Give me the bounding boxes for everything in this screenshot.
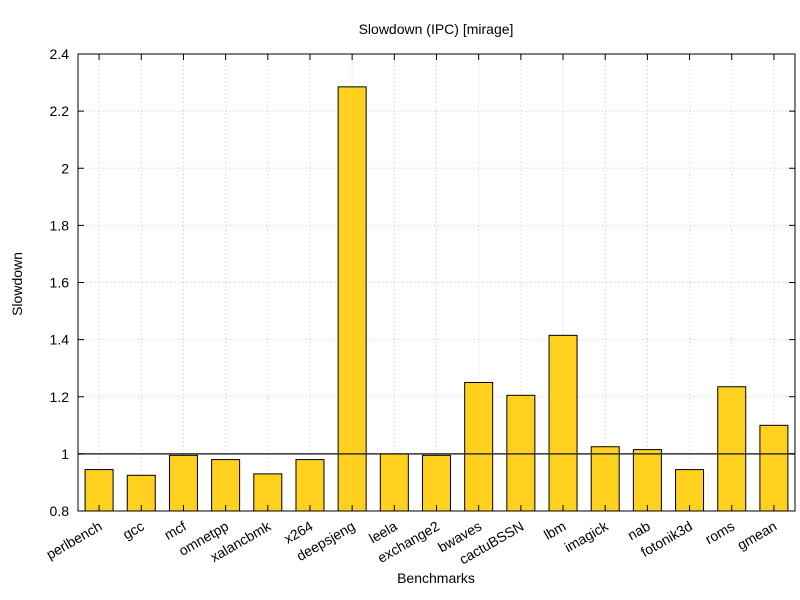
x-axis-title: Benchmarks — [397, 570, 475, 586]
y-tick-label: 2 — [61, 160, 69, 176]
y-tick-label: 1 — [61, 446, 69, 462]
x-tick-label: perlbench — [43, 518, 104, 563]
bar-xalancbmk — [253, 473, 283, 512]
bar-roms — [717, 386, 747, 512]
bar-deepsjeng — [337, 86, 367, 512]
bar-mcf — [168, 454, 198, 512]
bar-leela — [379, 453, 409, 512]
y-tick-label: 1.4 — [50, 332, 70, 348]
y-tick-label: 0.8 — [50, 503, 70, 519]
bar-lbm — [548, 334, 578, 512]
bar-perlbench — [84, 469, 114, 512]
bar-bwaves — [464, 381, 494, 512]
y-tick-label: 1.6 — [50, 275, 70, 291]
bar-gmean — [759, 424, 789, 512]
y-tick-labels: 0.8 1 1.2 1.4 1.6 1.8 2 2.2 2.4 — [50, 46, 70, 519]
chart-title: Slowdown (IPC) [mirage] — [359, 21, 514, 37]
bar-omnetpp — [211, 459, 241, 512]
bars — [84, 86, 789, 512]
grid — [78, 54, 795, 511]
ticks — [78, 53, 795, 512]
bar-nab — [632, 449, 662, 512]
bar-imagick — [590, 446, 620, 512]
y-tick-label: 1.2 — [50, 389, 70, 405]
x-tick-label: gcc — [120, 518, 147, 543]
x-tick-label: gmean — [734, 518, 779, 553]
bar-fotonik3d — [675, 469, 705, 512]
y-tick-label: 2.4 — [50, 46, 70, 62]
y-tick-label: 2.2 — [50, 103, 70, 119]
y-axis-title: Slowdown — [9, 252, 25, 316]
x-tick-label: roms — [702, 518, 737, 547]
y-tick-label: 1.8 — [50, 217, 70, 233]
x-tick-label: imagick — [562, 517, 612, 555]
bar-x264 — [295, 459, 325, 512]
bar-exchange2 — [422, 454, 451, 512]
